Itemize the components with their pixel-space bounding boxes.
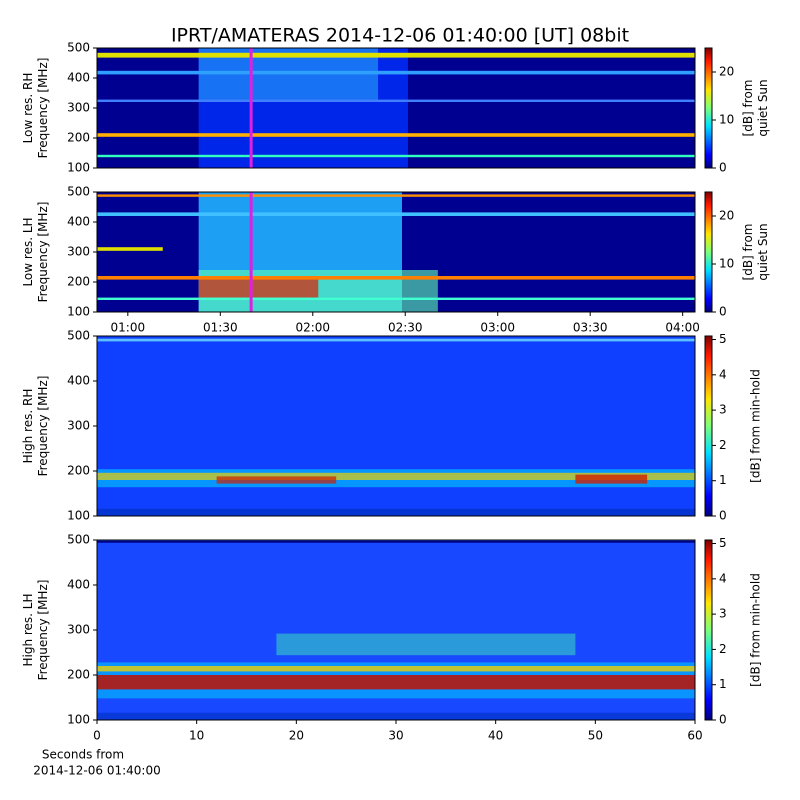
colorbar-tick-label: 0 <box>719 161 727 175</box>
colorbar-tick-label: 2 <box>719 438 727 452</box>
y-tick-label: 100 <box>67 161 90 175</box>
y-axis-label: Frequency [MHz] <box>36 58 50 159</box>
spectrogram-feature <box>97 472 695 480</box>
x-tick-label: 01:00 <box>111 321 146 335</box>
spectrogram-feature <box>276 633 576 656</box>
x-tick-label: 02:00 <box>295 321 330 335</box>
spectrogram-feature <box>97 52 695 58</box>
y-axis-label: High res. LH <box>21 593 35 666</box>
y-tick-label: 500 <box>67 533 90 547</box>
y-axis-label: Low res. LH <box>21 217 35 286</box>
y-tick-label: 100 <box>67 713 90 727</box>
colorbar-tick-label: 10 <box>719 257 734 271</box>
x-tick-label: 40 <box>488 729 503 743</box>
y-tick-label: 100 <box>67 509 90 523</box>
spectrogram-feature <box>97 666 695 672</box>
spectrogram-feature <box>97 712 695 720</box>
y-tick-label: 400 <box>67 578 90 592</box>
y-tick-label: 500 <box>67 185 90 199</box>
y-tick-label: 300 <box>67 419 90 433</box>
y-tick-label: 300 <box>67 101 90 115</box>
colorbar-tick-label: 0 <box>719 713 727 727</box>
spectrogram-feature <box>575 474 648 484</box>
x-tick-label: 01:30 <box>203 321 238 335</box>
spectrogram-feature <box>97 247 163 251</box>
colorbar <box>704 539 713 721</box>
colorbar-tick-label: 0 <box>719 305 727 319</box>
colorbar-tick-label: 4 <box>719 571 727 585</box>
spectrogram-feature <box>97 212 695 216</box>
x-tick-label: 0 <box>93 729 101 743</box>
y-tick-label: 300 <box>67 623 90 637</box>
spectrogram-feature <box>97 154 695 158</box>
y-tick-label: 500 <box>67 329 90 343</box>
y-axis-label: High res. RH <box>21 389 35 464</box>
colorbar-tick-label: 20 <box>719 209 734 223</box>
y-axis-label: Frequency [MHz] <box>36 580 50 681</box>
spectrogram-feature <box>216 476 337 484</box>
x-tick-label: 50 <box>588 729 603 743</box>
colorbar-tick-label: 1 <box>719 473 727 487</box>
spectrogram-feature <box>97 133 695 137</box>
spectrogram-feature <box>97 338 695 342</box>
colorbar <box>704 47 713 169</box>
y-tick-label: 500 <box>67 41 90 55</box>
x-tick-label: 02:30 <box>388 321 423 335</box>
x-tick-label: 03:00 <box>480 321 515 335</box>
y-tick-label: 400 <box>67 215 90 229</box>
colorbar <box>704 191 713 313</box>
spectrogram-feature <box>198 278 319 298</box>
x-axis-label: Seconds from <box>42 748 124 762</box>
spectrogram-feature <box>97 540 695 543</box>
y-tick-label: 400 <box>67 374 90 388</box>
colorbar-label: [dB] from min-hold <box>749 573 763 687</box>
colorbar-label: [dB] from <box>741 224 755 281</box>
x-tick-label: 04:00 <box>665 321 700 335</box>
spectrogram-feature <box>97 508 695 516</box>
y-tick-label: 300 <box>67 245 90 259</box>
colorbar-tick-label: 4 <box>719 367 727 381</box>
colorbar-tick-label: 5 <box>719 536 727 550</box>
spectrogram <box>97 336 695 516</box>
y-axis-label: Low res. RH <box>21 73 35 144</box>
x-axis-label: 2014-12-06 01:40:00 <box>33 764 160 778</box>
spectrogram-feature <box>97 194 695 197</box>
figure-title: IPRT/AMATERAS 2014-12-06 01:40:00 [UT] 0… <box>171 25 629 47</box>
spectrogram-feature <box>97 70 695 75</box>
y-tick-label: 400 <box>67 71 90 85</box>
colorbar-tick-label: 10 <box>719 113 734 127</box>
y-axis-label: Frequency [MHz] <box>36 202 50 303</box>
colorbar-label: [dB] from <box>741 80 755 137</box>
x-tick-label: 20 <box>289 729 304 743</box>
x-tick-label: 30 <box>388 729 403 743</box>
spectrogram-feature <box>97 276 695 280</box>
colorbar <box>704 335 713 517</box>
y-tick-label: 100 <box>67 305 90 319</box>
colorbar-tick-label: 5 <box>719 332 727 346</box>
spectrogram-feature <box>97 99 695 102</box>
colorbar-tick-label: 0 <box>719 509 727 523</box>
x-tick-label: 10 <box>189 729 204 743</box>
colorbar-tick-label: 3 <box>719 607 727 621</box>
y-tick-label: 200 <box>67 668 90 682</box>
y-tick-label: 200 <box>67 275 90 289</box>
colorbar-tick-label: 20 <box>719 65 734 79</box>
y-tick-label: 200 <box>67 131 90 145</box>
x-tick-label: 60 <box>687 729 702 743</box>
spectrogram-feature <box>97 297 695 300</box>
colorbar-label: [dB] from min-hold <box>749 369 763 483</box>
colorbar-tick-label: 1 <box>719 677 727 691</box>
colorbar-label: quiet Sun <box>756 79 770 136</box>
spectrogram-feature <box>97 675 695 690</box>
colorbar-tick-label: 2 <box>719 642 727 656</box>
y-axis-label: Frequency [MHz] <box>36 376 50 477</box>
x-tick-label: 03:30 <box>573 321 608 335</box>
colorbar-label: quiet Sun <box>756 223 770 280</box>
colorbar-tick-label: 3 <box>719 403 727 417</box>
y-tick-label: 200 <box>67 464 90 478</box>
